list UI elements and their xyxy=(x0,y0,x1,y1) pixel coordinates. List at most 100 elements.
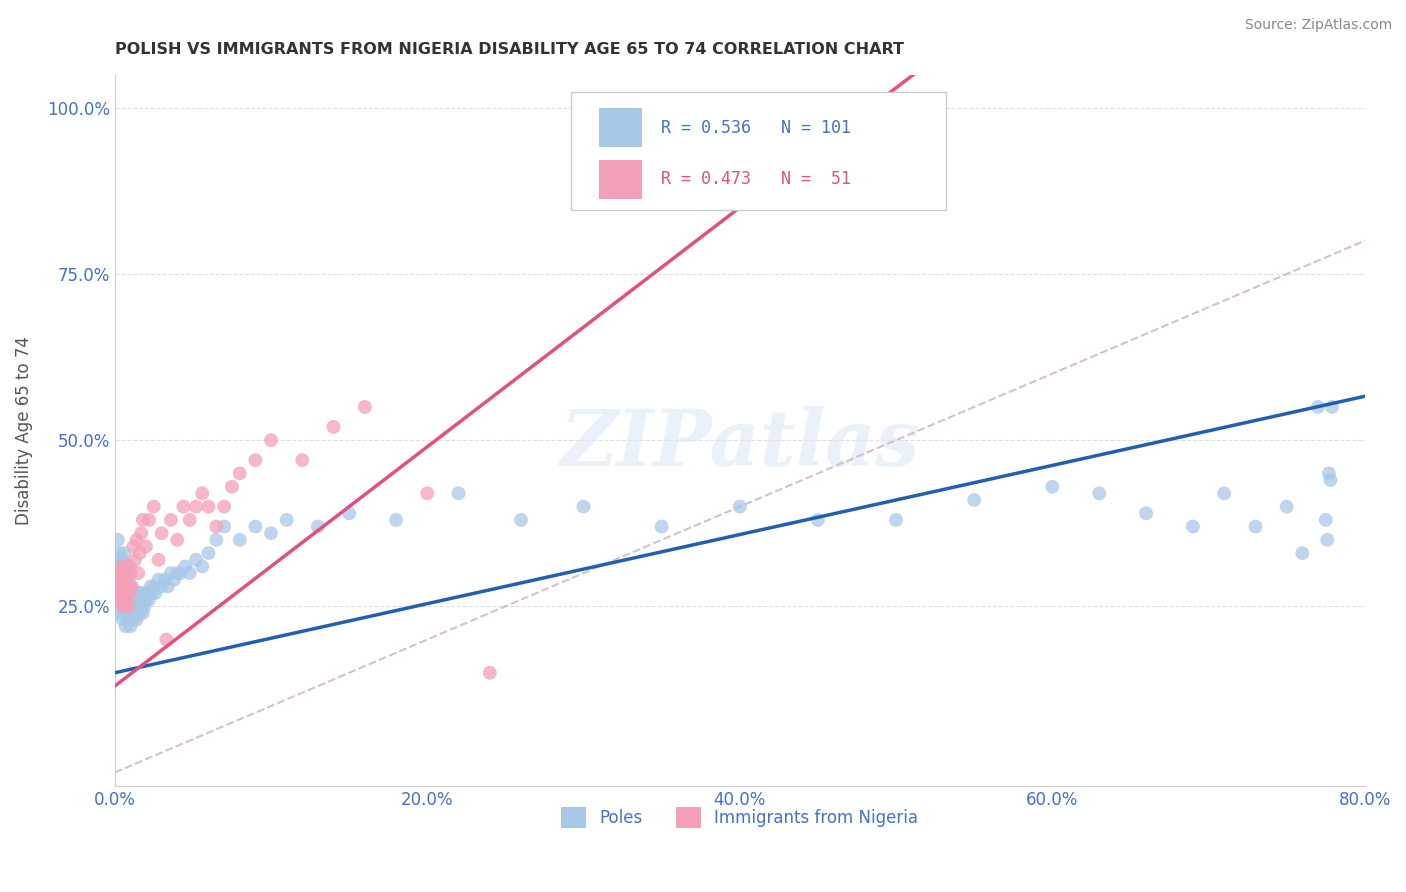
Point xyxy=(108,599,131,614)
Text: ZIPatlas: ZIPatlas xyxy=(560,406,920,483)
Point xyxy=(191,486,214,500)
Point xyxy=(120,579,142,593)
Point xyxy=(112,586,135,600)
Point xyxy=(110,586,132,600)
Point xyxy=(307,519,329,533)
Point xyxy=(169,566,191,580)
Point xyxy=(150,579,173,593)
Point xyxy=(108,579,131,593)
Point xyxy=(135,540,157,554)
Point xyxy=(111,573,134,587)
Point xyxy=(114,573,136,587)
Point xyxy=(107,586,129,600)
Point xyxy=(1316,533,1339,547)
Point xyxy=(150,526,173,541)
Text: R = 0.473   N =  51: R = 0.473 N = 51 xyxy=(661,170,851,188)
Point xyxy=(105,566,128,580)
Text: POLISH VS IMMIGRANTS FROM NIGERIA DISABILITY AGE 65 TO 74 CORRELATION CHART: POLISH VS IMMIGRANTS FROM NIGERIA DISABI… xyxy=(115,42,904,57)
Point xyxy=(134,599,156,614)
Point xyxy=(353,400,375,414)
Point xyxy=(141,586,163,600)
Point xyxy=(132,586,155,600)
Point xyxy=(132,513,155,527)
Point xyxy=(229,533,252,547)
Point xyxy=(118,613,141,627)
Point xyxy=(156,579,179,593)
Point xyxy=(337,506,360,520)
Point xyxy=(142,579,165,593)
Point xyxy=(197,500,219,514)
Point xyxy=(184,500,207,514)
Point xyxy=(173,500,195,514)
Point xyxy=(963,493,986,508)
Point xyxy=(212,500,235,514)
Point xyxy=(118,573,141,587)
Point xyxy=(110,559,132,574)
Point xyxy=(1319,473,1341,487)
Point xyxy=(127,586,149,600)
Point xyxy=(155,632,177,647)
Point xyxy=(1213,486,1236,500)
Point xyxy=(139,579,162,593)
Point xyxy=(1317,467,1340,481)
Point xyxy=(148,573,170,587)
Point xyxy=(108,592,131,607)
Point xyxy=(884,513,907,527)
Point xyxy=(260,433,283,447)
Point xyxy=(112,546,135,560)
Point xyxy=(135,592,157,607)
Point xyxy=(118,579,141,593)
Point xyxy=(1275,500,1298,514)
Point xyxy=(163,573,186,587)
Point xyxy=(1040,480,1063,494)
Point xyxy=(138,513,160,527)
Point xyxy=(114,599,136,614)
Point xyxy=(120,586,142,600)
Point xyxy=(153,573,176,587)
Point xyxy=(124,606,146,620)
Point xyxy=(111,553,134,567)
Point xyxy=(108,573,131,587)
Point xyxy=(132,606,155,620)
FancyBboxPatch shape xyxy=(599,108,643,147)
Point xyxy=(110,606,132,620)
Point xyxy=(117,586,139,600)
Point xyxy=(478,665,501,680)
Point xyxy=(117,606,139,620)
Text: R = 0.536   N = 101: R = 0.536 N = 101 xyxy=(661,119,851,136)
Point xyxy=(128,606,150,620)
Point xyxy=(125,613,148,627)
Point xyxy=(1135,506,1157,520)
Point xyxy=(111,573,134,587)
Point xyxy=(107,586,129,600)
Point xyxy=(120,619,142,633)
Point xyxy=(728,500,751,514)
Point xyxy=(229,467,252,481)
Point xyxy=(221,480,243,494)
Point xyxy=(105,579,128,593)
Point xyxy=(276,513,298,527)
Point xyxy=(107,553,129,567)
Point xyxy=(121,606,143,620)
Point xyxy=(212,519,235,533)
Point xyxy=(111,613,134,627)
Point xyxy=(110,586,132,600)
Point xyxy=(245,519,267,533)
Point xyxy=(122,540,145,554)
Point xyxy=(117,566,139,580)
Point xyxy=(114,599,136,614)
Point xyxy=(120,566,142,580)
Point xyxy=(112,566,135,580)
Point xyxy=(128,546,150,560)
Point xyxy=(197,546,219,560)
Point xyxy=(651,519,673,533)
Point xyxy=(118,599,141,614)
Point xyxy=(510,513,533,527)
Point xyxy=(120,559,142,574)
Point xyxy=(1315,513,1337,527)
Point xyxy=(105,579,128,593)
Point xyxy=(112,606,135,620)
Point xyxy=(121,586,143,600)
Point xyxy=(122,613,145,627)
Point xyxy=(160,513,183,527)
